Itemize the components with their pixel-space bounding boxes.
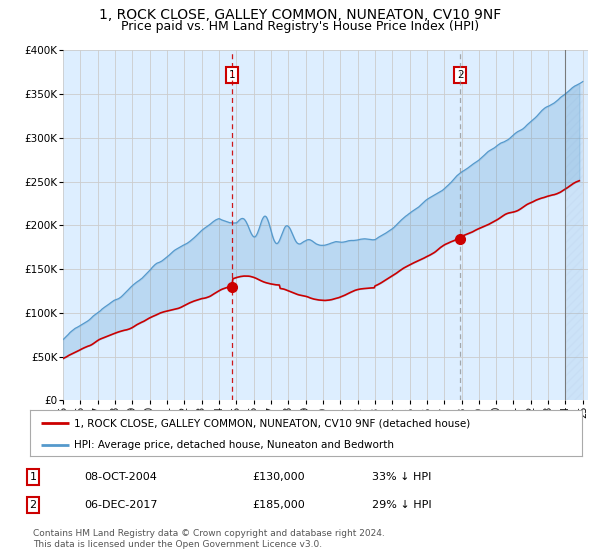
Text: 1, ROCK CLOSE, GALLEY COMMON, NUNEATON, CV10 9NF: 1, ROCK CLOSE, GALLEY COMMON, NUNEATON, … — [99, 8, 501, 22]
Text: 29% ↓ HPI: 29% ↓ HPI — [372, 500, 431, 510]
Text: 1: 1 — [29, 472, 37, 482]
Text: 08-OCT-2004: 08-OCT-2004 — [84, 472, 157, 482]
Text: 1: 1 — [229, 70, 236, 80]
Text: Price paid vs. HM Land Registry's House Price Index (HPI): Price paid vs. HM Land Registry's House … — [121, 20, 479, 32]
Text: £185,000: £185,000 — [252, 500, 305, 510]
Text: Contains HM Land Registry data © Crown copyright and database right 2024.
This d: Contains HM Land Registry data © Crown c… — [33, 529, 385, 549]
Text: £130,000: £130,000 — [252, 472, 305, 482]
Text: HPI: Average price, detached house, Nuneaton and Bedworth: HPI: Average price, detached house, Nune… — [74, 440, 394, 450]
Text: 33% ↓ HPI: 33% ↓ HPI — [372, 472, 431, 482]
Text: 06-DEC-2017: 06-DEC-2017 — [84, 500, 157, 510]
Text: 2: 2 — [457, 70, 463, 80]
Text: 2: 2 — [29, 500, 37, 510]
Text: 1, ROCK CLOSE, GALLEY COMMON, NUNEATON, CV10 9NF (detached house): 1, ROCK CLOSE, GALLEY COMMON, NUNEATON, … — [74, 418, 470, 428]
